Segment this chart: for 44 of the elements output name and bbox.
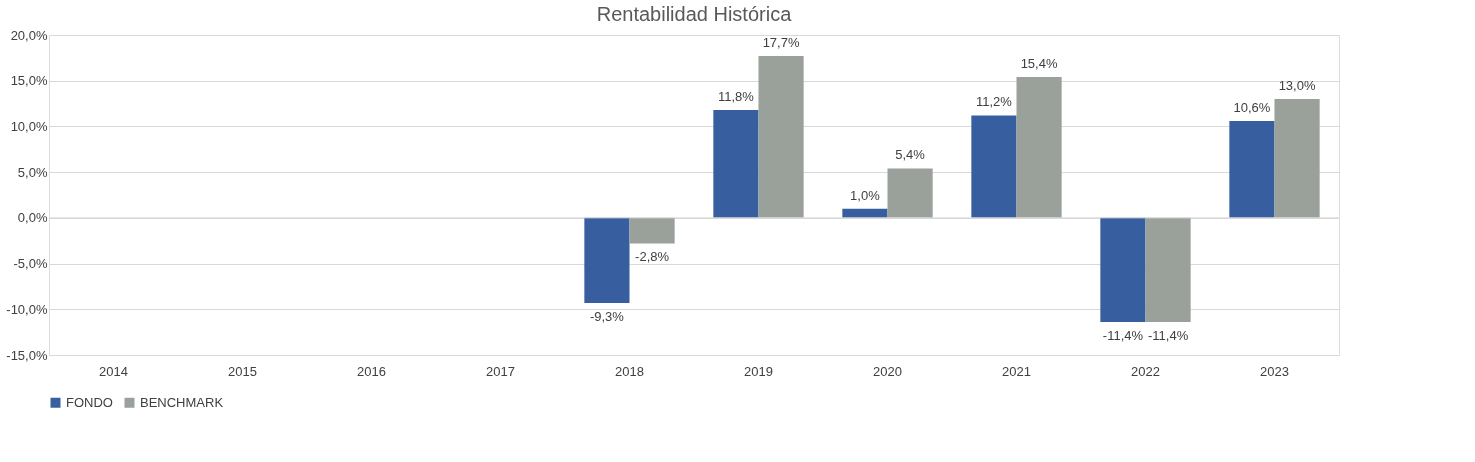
bar xyxy=(758,56,804,218)
bar xyxy=(1145,217,1191,323)
x-tick-label: 2014 xyxy=(99,363,128,379)
x-tick-label: 2016 xyxy=(357,363,386,379)
y-tick-label: -15,0% xyxy=(6,347,48,363)
x-tick-label: 2023 xyxy=(1260,363,1289,379)
x-tick-label: 2018 xyxy=(615,363,644,379)
y-tick-label: -10,0% xyxy=(6,301,48,317)
data-label: -11,4% xyxy=(1147,328,1189,344)
x-tick-label: 2019 xyxy=(744,363,773,379)
bar xyxy=(1100,217,1146,323)
data-label: 11,8% xyxy=(717,88,755,104)
data-label: -9,3% xyxy=(589,308,625,324)
data-label: 15,4% xyxy=(1020,56,1058,72)
legend-label: FONDO xyxy=(66,394,113,410)
bar xyxy=(1016,77,1062,218)
y-tick-label: 0,0% xyxy=(17,210,48,226)
x-tick-label: 2015 xyxy=(228,363,257,379)
x-tick-label: 2020 xyxy=(873,363,902,379)
bar xyxy=(584,217,630,303)
y-tick-label: 5,0% xyxy=(17,164,48,180)
data-label: -11,4% xyxy=(1102,328,1144,344)
data-label: 11,2% xyxy=(975,94,1013,110)
bar xyxy=(713,109,759,218)
bar xyxy=(1229,120,1275,218)
x-tick-label: 2022 xyxy=(1131,363,1160,379)
bar xyxy=(887,168,933,218)
data-label: 1,0% xyxy=(850,187,881,203)
data-label: 5,4% xyxy=(895,147,926,163)
x-tick-label: 2017 xyxy=(486,363,515,379)
bar xyxy=(971,115,1017,218)
data-label: 10,6% xyxy=(1233,99,1271,115)
y-tick-label: 20,0% xyxy=(10,27,48,43)
y-tick-label: 10,0% xyxy=(10,118,48,134)
chart-title: Rentabilidad Histórica xyxy=(596,3,793,25)
legend-label: BENCHMARK xyxy=(140,394,224,410)
y-tick-label: 15,0% xyxy=(10,73,48,89)
data-label: 17,7% xyxy=(762,35,800,51)
bar xyxy=(1274,99,1320,218)
data-label: 13,0% xyxy=(1278,78,1316,93)
data-label: -2,8% xyxy=(635,249,670,265)
bar xyxy=(629,217,675,244)
y-tick-label: -5,0% xyxy=(13,256,48,272)
x-tick-label: 2021 xyxy=(1002,363,1031,379)
